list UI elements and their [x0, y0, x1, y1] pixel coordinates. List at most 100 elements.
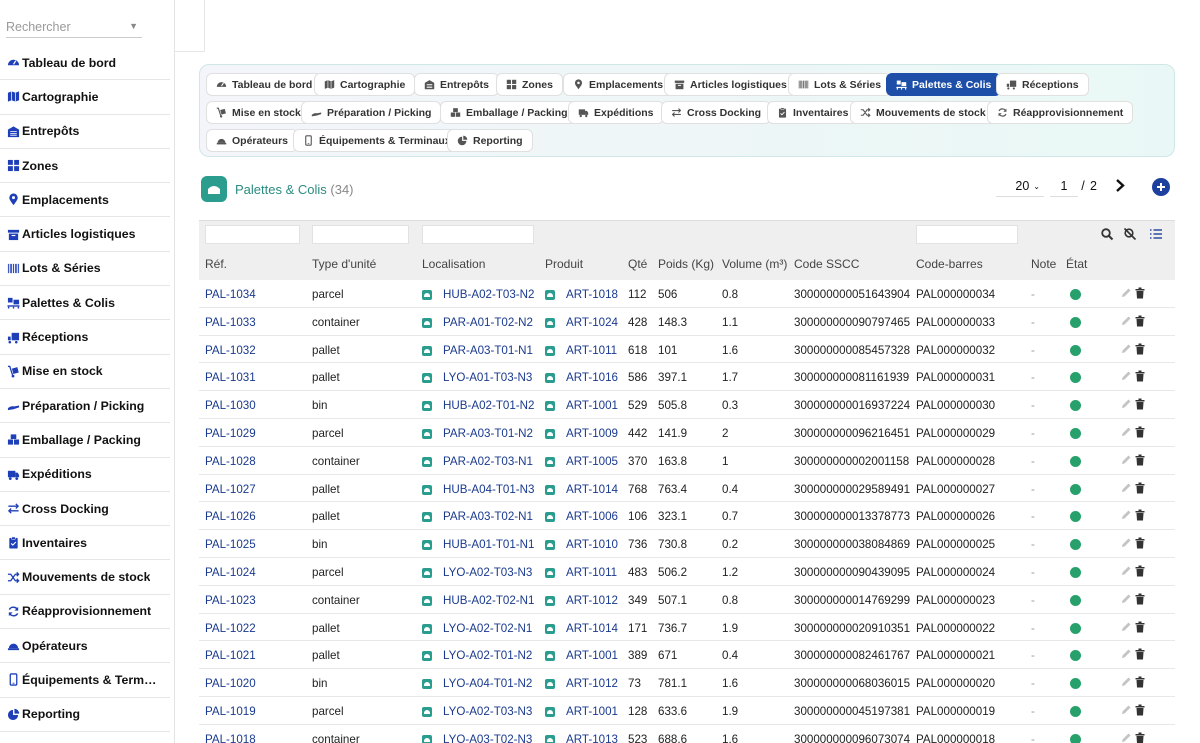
table-row[interactable]: PAL-1033 container PAR-A01-T02-N2 ART-1024 4… — [199, 308, 1175, 336]
clear-filter-icon[interactable] — [1123, 227, 1137, 241]
location-cell[interactable]: LYO-A02-T03-N3 — [443, 566, 533, 579]
edit-icon[interactable] — [1120, 482, 1132, 494]
location-cell[interactable]: HUB-A02-T01-N2 — [443, 399, 535, 413]
column-header[interactable]: Localisation — [422, 257, 486, 271]
ref-cell[interactable]: PAL-1030 — [205, 399, 256, 413]
edit-icon[interactable] — [1120, 315, 1132, 327]
location-cell[interactable]: LYO-A04-T01-N2 — [443, 677, 533, 691]
sidebar-item-10[interactable]: Mise en stock — [0, 355, 170, 389]
tab-5[interactable]: Emplacements — [563, 73, 674, 96]
sidebar-item-11[interactable]: Préparation / Picking — [0, 389, 170, 424]
column-header[interactable]: Produit — [545, 257, 584, 271]
tab-19[interactable]: Équipements & Terminaux — [293, 129, 461, 152]
product-cell[interactable]: ART-1011 — [566, 343, 618, 357]
ref-cell[interactable]: PAL-1026 — [205, 510, 256, 524]
tab-15[interactable]: Inventaires — [767, 101, 859, 124]
location-cell[interactable]: PAR-A01-T02-N2 — [443, 315, 533, 329]
table-row[interactable]: PAL-1034 parcel HUB-A02-T03-N2 ART-1018 112 5… — [199, 280, 1175, 308]
column-header[interactable]: Note — [1031, 257, 1057, 271]
tab-1[interactable]: Tableau de bord — [206, 73, 323, 96]
table-row[interactable]: PAL-1020 bin LYO-A04-T01-N2 ART-1012 73 781.1… — [199, 669, 1175, 697]
trash-icon[interactable] — [1134, 704, 1146, 716]
edit-icon[interactable] — [1120, 704, 1132, 716]
tab-6[interactable]: Articles logistiques — [664, 73, 797, 96]
column-header[interactable]: Code-barres — [916, 257, 983, 271]
tab-9[interactable]: Réceptions — [996, 73, 1089, 96]
sidebar-item-1[interactable]: Tableau de bord — [0, 46, 170, 81]
search-input[interactable] — [6, 17, 142, 37]
sidebar-item-12[interactable]: Emballage / Packing — [0, 423, 170, 458]
location-cell[interactable]: LYO-A01-T03-N3 — [443, 371, 533, 385]
product-cell[interactable]: ART-1001 — [566, 649, 618, 663]
ref-cell[interactable]: PAL-1033 — [205, 315, 256, 329]
trash-icon[interactable] — [1134, 287, 1146, 299]
edit-icon[interactable] — [1120, 454, 1132, 466]
product-cell[interactable]: ART-1001 — [566, 705, 618, 718]
ref-cell[interactable]: PAL-1019 — [205, 705, 256, 718]
trash-icon[interactable] — [1134, 482, 1146, 494]
tab-18[interactable]: Opérateurs — [206, 129, 299, 152]
sidebar-item-17[interactable]: Réapprovisionnement — [0, 595, 170, 630]
page-size-select[interactable]: 20 ⌄ — [996, 176, 1044, 197]
sidebar-item-2[interactable]: Cartographie — [0, 80, 170, 115]
location-cell[interactable]: PAR-A02-T03-N1 — [443, 454, 533, 468]
ref-cell[interactable]: PAL-1024 — [205, 566, 256, 579]
tab-16[interactable]: Mouvements de stock — [850, 101, 996, 124]
product-cell[interactable]: ART-1024 — [566, 315, 618, 329]
table-row[interactable]: PAL-1025 bin HUB-A01-T01-N1 ART-1010 736 730.… — [199, 530, 1175, 558]
product-cell[interactable]: ART-1018 — [566, 288, 618, 301]
trash-icon[interactable] — [1134, 648, 1146, 660]
product-cell[interactable]: ART-1006 — [566, 510, 618, 524]
product-cell[interactable]: ART-1014 — [566, 621, 618, 635]
table-row[interactable]: PAL-1028 container PAR-A02-T03-N1 ART-1005 3… — [199, 447, 1175, 475]
trash-icon[interactable] — [1134, 537, 1146, 549]
current-page-input[interactable]: 1 — [1050, 176, 1078, 197]
edit-icon[interactable] — [1120, 343, 1132, 355]
trash-icon[interactable] — [1134, 732, 1146, 743]
location-cell[interactable]: LYO-A03-T02-N3 — [443, 732, 533, 743]
table-row[interactable]: PAL-1026 pallet PAR-A03-T02-N1 ART-1006 106 3… — [199, 502, 1175, 531]
tab-4[interactable]: Zones — [496, 73, 563, 96]
trash-icon[interactable] — [1134, 370, 1146, 382]
sidebar-item-19[interactable]: Équipements & Term… — [0, 663, 170, 698]
product-cell[interactable]: ART-1005 — [566, 454, 618, 468]
sidebar-item-14[interactable]: Cross Docking — [0, 492, 170, 527]
edit-icon[interactable] — [1120, 426, 1132, 438]
product-cell[interactable]: ART-1013 — [566, 732, 618, 743]
table-row[interactable]: PAL-1023 container HUB-A02-T02-N1 ART-1012 3… — [199, 586, 1175, 614]
edit-icon[interactable] — [1120, 287, 1132, 299]
edit-icon[interactable] — [1120, 370, 1132, 382]
tab-10[interactable]: Mise en stock — [206, 101, 311, 124]
trash-icon[interactable] — [1134, 426, 1146, 438]
trash-icon[interactable] — [1134, 565, 1146, 577]
location-cell[interactable]: LYO-A02-T01-N2 — [443, 649, 533, 663]
location-cell[interactable]: HUB-A01-T01-N1 — [443, 538, 535, 552]
product-cell[interactable]: ART-1009 — [566, 427, 618, 440]
filter-location[interactable] — [422, 225, 534, 244]
ref-cell[interactable]: PAL-1034 — [205, 288, 256, 301]
tab-11[interactable]: Préparation / Picking — [301, 101, 442, 124]
edit-icon[interactable] — [1120, 565, 1132, 577]
product-cell[interactable]: ART-1011 — [566, 566, 618, 579]
search-icon[interactable] — [1100, 227, 1114, 241]
column-header[interactable]: Volume (m³) — [722, 257, 788, 271]
ref-cell[interactable]: PAL-1031 — [205, 371, 256, 385]
product-cell[interactable]: ART-1016 — [566, 371, 618, 385]
ref-cell[interactable]: PAL-1032 — [205, 343, 256, 357]
tab-8[interactable]: Palettes & Colis — [886, 73, 1002, 96]
column-header[interactable]: Type d'unité — [312, 257, 377, 271]
ref-cell[interactable]: PAL-1029 — [205, 427, 256, 440]
table-row[interactable]: PAL-1029 parcel PAR-A03-T01-N2 ART-1009 442 1… — [199, 419, 1175, 447]
caret-down-icon[interactable]: ▼ — [129, 21, 138, 31]
tab-12[interactable]: Emballage / Packing — [440, 101, 578, 124]
sidebar-item-6[interactable]: Articles logistiques — [0, 217, 170, 252]
column-header[interactable]: Code SSCC — [794, 257, 860, 271]
product-cell[interactable]: ART-1010 — [566, 538, 618, 552]
tab-20[interactable]: Reporting — [447, 129, 533, 152]
sidebar-item-7[interactable]: Lots & Séries — [0, 252, 170, 287]
sidebar-item-8[interactable]: Palettes & Colis — [0, 286, 170, 321]
table-row[interactable]: PAL-1018 container LYO-A03-T02-N3 ART-1013 5… — [199, 725, 1175, 743]
trash-icon[interactable] — [1134, 343, 1146, 355]
trash-icon[interactable] — [1134, 398, 1146, 410]
edit-icon[interactable] — [1120, 621, 1132, 633]
